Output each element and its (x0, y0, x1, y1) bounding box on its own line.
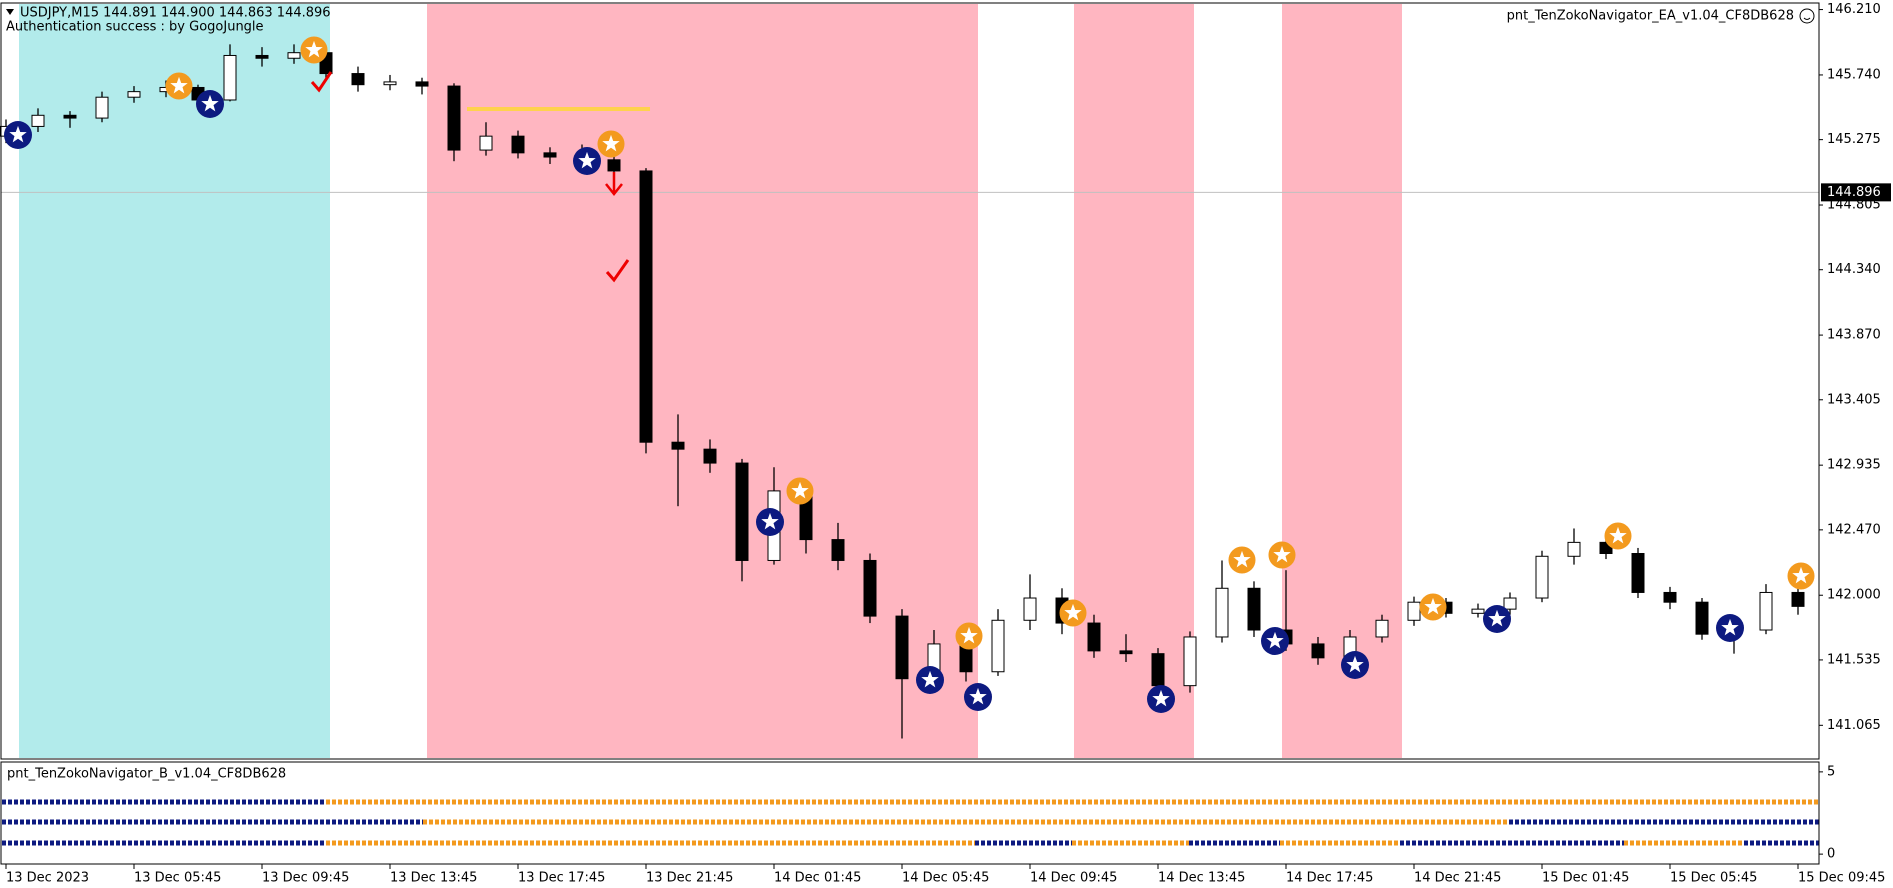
candle-body (1247, 587, 1261, 631)
candle-body (831, 539, 845, 561)
candle-body (1023, 597, 1037, 621)
candle-body (447, 85, 461, 151)
indicator-rows (2, 799, 1819, 846)
candle-body (735, 462, 749, 561)
auth-text: Authentication success : by GogoJungle (6, 20, 264, 35)
x-tick-label: 14 Dec 21:45 (1414, 871, 1501, 886)
y-tick-label: 144.340 (1827, 262, 1881, 277)
candle-body (479, 135, 493, 151)
candle-body (639, 170, 653, 443)
x-tick-label: 13 Dec 17:45 (518, 871, 605, 886)
candle-body (1535, 555, 1549, 599)
candle-body (223, 54, 237, 101)
candle-body (1087, 622, 1101, 652)
candle-body (991, 619, 1005, 673)
candle-body (1311, 643, 1325, 659)
smiley (1799, 8, 1815, 24)
candle-body (1471, 608, 1485, 614)
y-tick-label: 145.740 (1827, 67, 1881, 82)
x-tick-label: 13 Dec 2023 (6, 871, 89, 886)
candle-body (1759, 591, 1773, 631)
candle-body (287, 52, 301, 59)
y-tick-label: 141.065 (1827, 718, 1881, 733)
y-tick-label: 142.470 (1827, 522, 1881, 537)
y-tick-label: 142.000 (1827, 588, 1881, 603)
candle-body (863, 559, 877, 617)
candle-body (511, 135, 525, 154)
candle-body (255, 54, 269, 59)
x-tick-label: 13 Dec 05:45 (134, 871, 221, 886)
smiley (1803, 17, 1811, 20)
candle-body (1407, 601, 1421, 621)
indicator-frame (0, 761, 1820, 865)
candle-body (383, 81, 397, 86)
candle-body (607, 159, 621, 172)
zone-pink (1282, 4, 1402, 758)
symbol-info: USDJPY,M15 144.891 144.900 144.863 144.8… (20, 6, 331, 21)
x-tick-label: 13 Dec 09:45 (262, 871, 349, 886)
close-mark (310, 71, 333, 93)
y-tick-label: 141.535 (1827, 652, 1881, 667)
indicator-title: pnt_TenZokoNavigator_B_v1.04_CF8DB628 (7, 767, 286, 782)
y-tick-label: 146.210 (1827, 2, 1881, 17)
y-tick-label: 143.405 (1827, 392, 1881, 407)
x-tick-label: 15 Dec 01:45 (1542, 871, 1629, 886)
x-tick-label: 15 Dec 05:45 (1670, 871, 1757, 886)
candle-body (1375, 619, 1389, 638)
candle-body (1119, 650, 1133, 655)
candle-body (1503, 597, 1517, 610)
y-tick-label: 142.935 (1827, 458, 1881, 473)
x-tick-label: 14 Dec 05:45 (902, 871, 989, 886)
entry-arrow (605, 172, 623, 197)
indicator-tick-label: 5 (1827, 764, 1835, 779)
x-tick-label: 14 Dec 13:45 (1158, 871, 1245, 886)
candle-body (1631, 553, 1645, 593)
candle-body (63, 114, 77, 119)
y-tick-label: 143.870 (1827, 328, 1881, 343)
zone-cyan (19, 4, 330, 758)
x-tick-label: 14 Dec 17:45 (1286, 871, 1373, 886)
ea-label: pnt_TenZokoNavigator_EA_v1.04_CF8DB628 (1507, 9, 1794, 24)
candle-body (415, 81, 429, 87)
x-tick-label: 13 Dec 13:45 (390, 871, 477, 886)
x-tick-label: 13 Dec 21:45 (646, 871, 733, 886)
candle-body (1183, 636, 1197, 687)
candle-body (127, 91, 141, 98)
signals (4, 36, 1815, 713)
zone-pink (427, 4, 978, 758)
current-price-label: 144.896 (1827, 185, 1881, 200)
candle-body (1791, 591, 1805, 607)
candle-body (95, 96, 109, 119)
y-tick-label: 145.275 (1827, 132, 1881, 147)
candle-body (1695, 601, 1709, 635)
candle-body (895, 615, 909, 680)
candle-body (703, 448, 717, 464)
candle-body (1151, 653, 1165, 687)
candle-body (1663, 591, 1677, 603)
indicator-tick-label: 0 (1827, 847, 1835, 862)
candle-body (1567, 541, 1581, 557)
current-price-box (1821, 183, 1891, 202)
candle-body (1215, 587, 1229, 638)
x-tick-label: 14 Dec 09:45 (1030, 871, 1117, 886)
candles (0, 44, 1819, 739)
candle-body (671, 441, 685, 450)
candle-body (543, 152, 557, 158)
candle-body (351, 73, 365, 86)
x-tick-label: 14 Dec 01:45 (774, 871, 861, 886)
close-mark (605, 259, 630, 283)
x-tick-label: 15 Dec 09:45 (1798, 871, 1885, 886)
collapse-icon (6, 9, 14, 15)
main-frame (0, 2, 1820, 760)
candle-body (31, 114, 45, 127)
